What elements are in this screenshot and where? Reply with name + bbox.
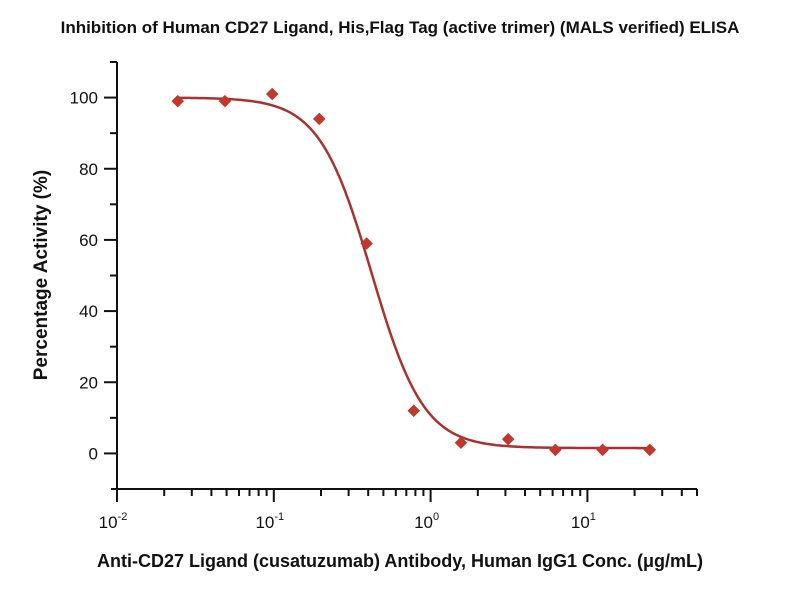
y-tick-label: 40 (79, 302, 98, 321)
data-point (171, 94, 185, 108)
data-points-layer (171, 87, 657, 457)
x-tick-label: 10-2 (99, 511, 128, 532)
fit-curve-layer (177, 96, 650, 450)
y-tick-label: 80 (79, 160, 98, 179)
y-axis-label: Percentage Activity (%) (31, 169, 52, 381)
data-point (218, 94, 232, 108)
fit-curve (177, 96, 650, 450)
y-tick-label: 0 (89, 444, 98, 463)
data-point (643, 443, 657, 457)
y-tick-label: 20 (79, 373, 98, 392)
axes: 0 20 40 60 80 100 10-2 10-1 100 101 (70, 61, 698, 532)
y-tick-label: 100 (70, 89, 98, 108)
data-point (596, 443, 609, 457)
data-point (549, 443, 562, 457)
data-point (360, 237, 374, 250)
x-tick-label: 100 (414, 511, 439, 532)
data-point (265, 87, 279, 101)
x-axis-label: Anti-CD27 Ligand (cusatuzumab) Antibody,… (96, 551, 703, 571)
y-tick-label: 60 (79, 231, 98, 250)
data-point (312, 112, 326, 126)
data-point (501, 432, 515, 446)
data-point (407, 404, 421, 418)
chart-title: Inhibition of Human CD27 Ligand, His,Fla… (60, 18, 740, 37)
x-tick-label: 101 (571, 511, 596, 532)
data-point (454, 436, 468, 450)
x-tick-label: 10-1 (255, 511, 284, 532)
